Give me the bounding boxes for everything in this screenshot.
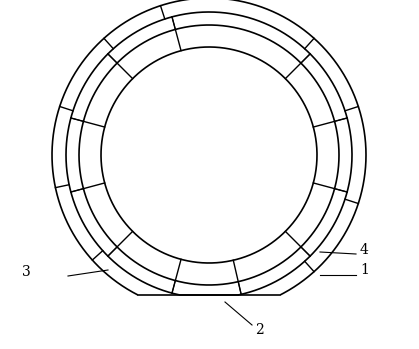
Text: 1: 1 — [360, 263, 369, 277]
Text: 3: 3 — [22, 265, 31, 279]
Text: 4: 4 — [360, 243, 369, 257]
Text: 2: 2 — [255, 323, 264, 337]
